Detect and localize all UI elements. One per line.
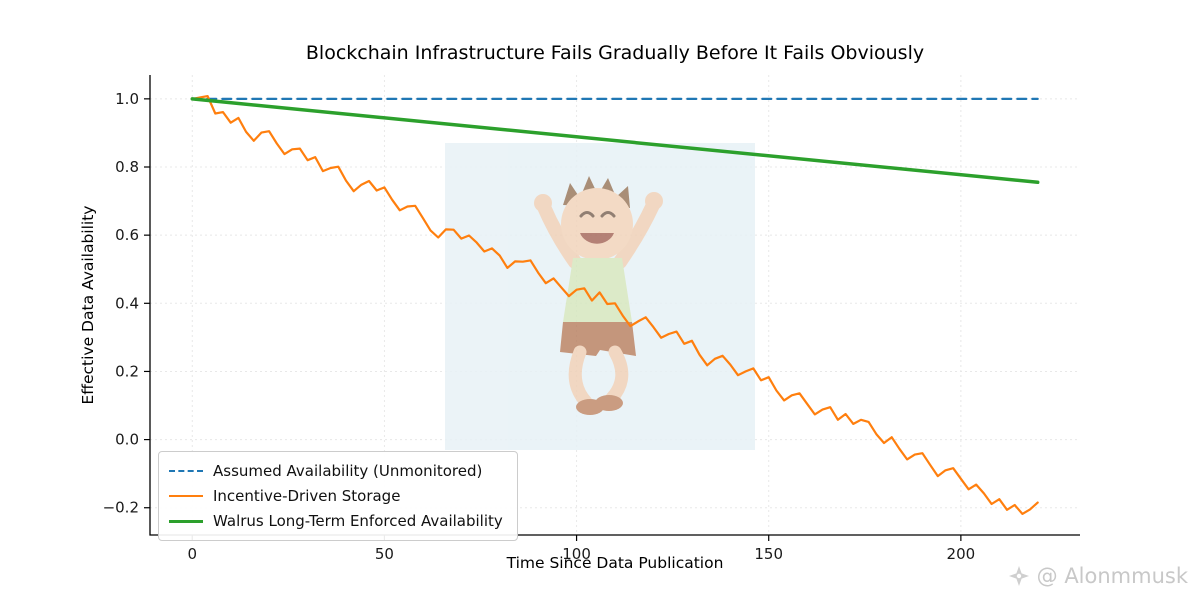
y-axis-label: Effective Data Availability (79, 205, 97, 405)
series-line-1 (191, 95, 1039, 515)
credit-watermark: @ Alonmmusk (1008, 564, 1188, 588)
legend-label: Walrus Long-Term Enforced Availability (213, 512, 503, 530)
axis-spines (149, 75, 1080, 536)
legend-item: Assumed Availability (Unmonitored) (169, 462, 503, 480)
series-line-2 (190, 97, 1040, 185)
sparkle-logo-icon (1008, 565, 1030, 587)
x-tick-label: 0 (187, 545, 197, 563)
y-tick-label: 0.8 (115, 158, 139, 176)
x-tick-label: 50 (375, 545, 394, 563)
y-tick-label: 0.4 (115, 294, 139, 312)
x-tick-label: 100 (562, 545, 591, 563)
legend-label: Assumed Availability (Unmonitored) (213, 462, 483, 480)
legend: Assumed Availability (Unmonitored) Incen… (158, 451, 518, 541)
legend-label: Incentive-Driven Storage (213, 487, 401, 505)
axes-layer: 0 50 100 150 200 −0.2 0.0 0.2 0.4 0.6 0.8 1.0 (103, 75, 1080, 563)
y-tick-label: −0.2 (103, 499, 139, 517)
chart-title: Blockchain Infrastructure Fails Graduall… (305, 42, 925, 64)
y-tick-label: 1.0 (115, 90, 139, 108)
x-axis-label: Time Since Data Publication (506, 554, 724, 572)
x-tick-label: 150 (754, 545, 783, 563)
cartoon-child-jumping-illustration (534, 176, 663, 415)
y-tick-label: 0.6 (115, 226, 139, 244)
y-tick-label: 0.2 (115, 362, 139, 380)
series-layer (190, 95, 1040, 515)
legend-line-sample (169, 470, 203, 472)
legend-line-sample (169, 519, 203, 523)
legend-item: Incentive-Driven Storage (169, 487, 503, 505)
legend-line-sample (169, 495, 203, 497)
watermark-image (445, 143, 755, 450)
legend-item: Walrus Long-Term Enforced Availability (169, 512, 503, 530)
x-tick-label: 200 (947, 545, 976, 563)
y-tick-label: 0.0 (115, 431, 139, 449)
credit-text: @ Alonmmusk (1036, 564, 1188, 588)
